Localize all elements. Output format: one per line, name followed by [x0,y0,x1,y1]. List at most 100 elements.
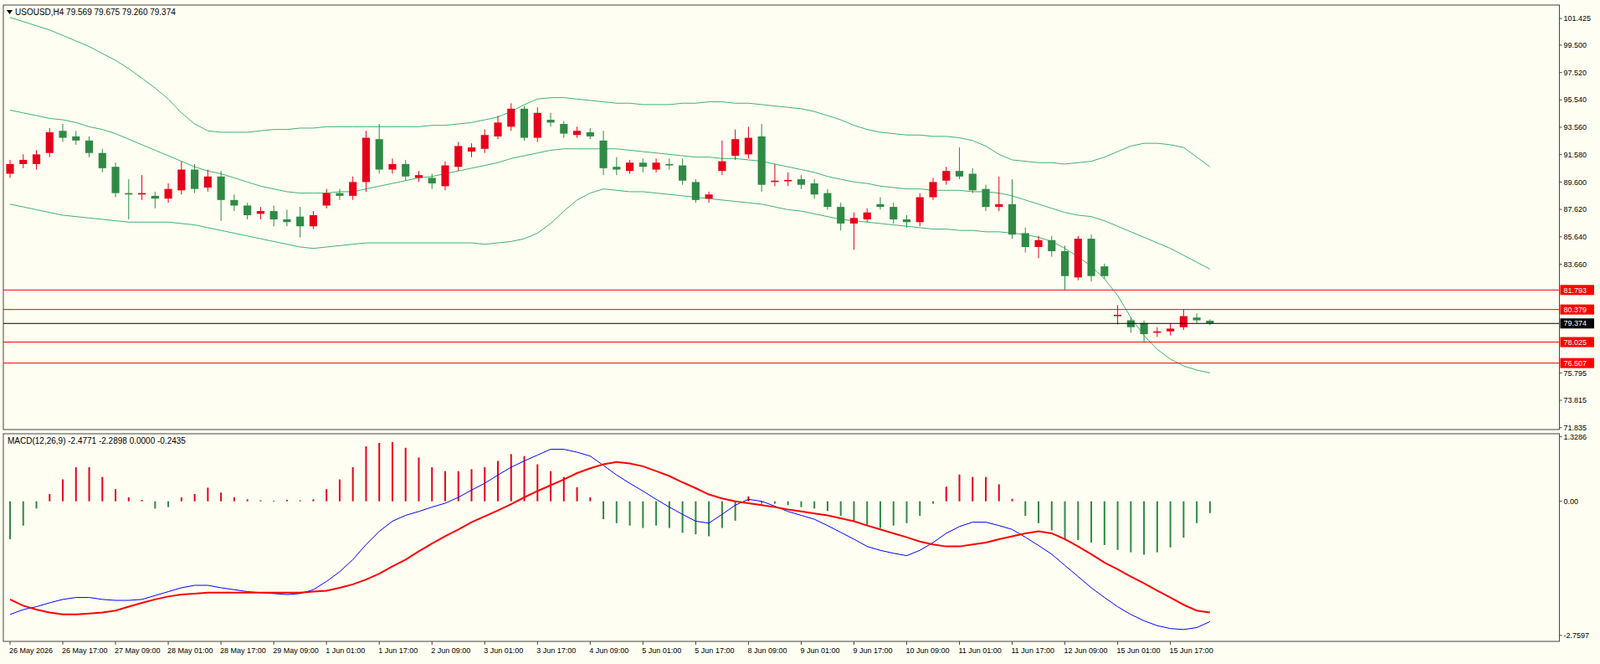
histogram-bar [352,466,354,502]
plot-area [9,441,1211,630]
x-tick-label: 3 Jun 01:00 [483,646,524,655]
x-tick [853,641,855,645]
x-tick [379,641,380,645]
level-label-box [1559,358,1595,369]
candle-body [151,195,159,199]
y-tick-label: 73.815 [1563,395,1587,405]
candle-body [1140,323,1149,334]
background [0,0,1600,664]
candle-body [270,210,278,220]
candle-body [32,153,41,165]
level-label-box [1559,317,1595,329]
y-tick [1558,209,1562,211]
histogram-bar [1051,501,1053,531]
candle-body [164,189,173,200]
histogram-bar [9,501,11,539]
candle-body [850,217,858,224]
histogram-bar [128,497,130,502]
y-tick [1558,372,1562,374]
histogram-bar [417,456,420,501]
y-tick-label: 0.00 [1563,497,1579,506]
histogram-bar [220,492,222,501]
y-tick-label: 101.425 [1563,14,1591,23]
bollinger-band [10,17,1211,167]
x-tick-label: 2 Jun 09:00 [430,646,471,655]
histogram-bar [655,501,657,526]
histogram-bar [48,493,51,502]
histogram-bar [405,447,407,502]
candle-body [58,130,67,138]
level-label-box [1559,284,1595,295]
x-tick-label: 29 May 09:00 [272,646,319,655]
candle-wick [286,209,288,226]
macd-line [10,461,1211,615]
histogram-bar [61,479,64,502]
candle-body [678,165,687,181]
candle-body [348,181,357,196]
candle-body [612,166,621,170]
y-tick-label: 91.580 [1563,150,1587,159]
x-tick [10,641,11,645]
x-tick-label: 5 Jun 01:00 [641,646,682,655]
x-tick [906,641,908,645]
y-tick-label: 1.3286 [1563,432,1587,442]
candle-body [1166,328,1175,331]
y-tick [1558,71,1562,73]
histogram-bar [75,466,77,502]
histogram-bar [998,483,1000,501]
histogram-bar [325,488,328,502]
y-tick-label: 99.500 [1563,41,1587,50]
histogram-bar [1195,501,1198,524]
candle-body [889,206,898,220]
candle-body [573,130,581,135]
candle-body [625,162,634,171]
histogram-bar [114,488,117,502]
x-tick [1011,641,1013,645]
histogram-bar [22,501,25,526]
candle-body [507,108,515,127]
histogram-bar [629,501,631,526]
candle-body [375,138,384,170]
histogram-bar [892,501,895,526]
x-tick-label: 28 May 17:00 [220,646,267,655]
histogram-bar [1143,501,1145,555]
candle-body [481,134,489,149]
histogram-bar [523,456,526,502]
histogram-bar [378,442,380,502]
candle-body [994,204,1003,207]
candle-body [454,145,462,167]
histogram-bar [101,476,103,502]
candle-body [1179,316,1188,328]
candle-body [942,170,950,181]
x-tick [1117,641,1118,645]
x-tick-label: 27 May 09:00 [114,646,161,655]
candle-body [744,138,753,155]
candle-body [770,180,779,183]
histogram-bar [272,500,275,503]
histogram-bar [866,501,868,526]
histogram-bar [813,501,816,509]
candle-body [85,140,93,154]
level-line [3,308,1559,310]
x-tick [589,641,591,645]
candle-body [533,112,542,139]
x-tick-label: 5 Jun 17:00 [694,646,734,655]
x-tick [642,641,644,645]
histogram-bar [180,497,183,502]
x-tick [537,641,539,645]
histogram-bar [206,487,209,501]
candle-wick [774,164,775,186]
y-tick-label: -2.7597 [1563,630,1590,640]
level-label-box [1559,304,1595,315]
candle-wick [615,157,617,175]
histogram-bar [1064,501,1067,540]
candle-body [415,174,423,178]
histogram-bar [576,487,579,502]
candle-body [388,164,396,170]
x-tick-label: 26 May 17:00 [61,646,108,655]
x-tick-label: 28 May 01:00 [167,646,214,655]
level-label: 76.507 [1563,358,1587,368]
candle-body [204,176,212,188]
histogram-bar [1169,501,1172,548]
y-tick [1558,500,1562,502]
